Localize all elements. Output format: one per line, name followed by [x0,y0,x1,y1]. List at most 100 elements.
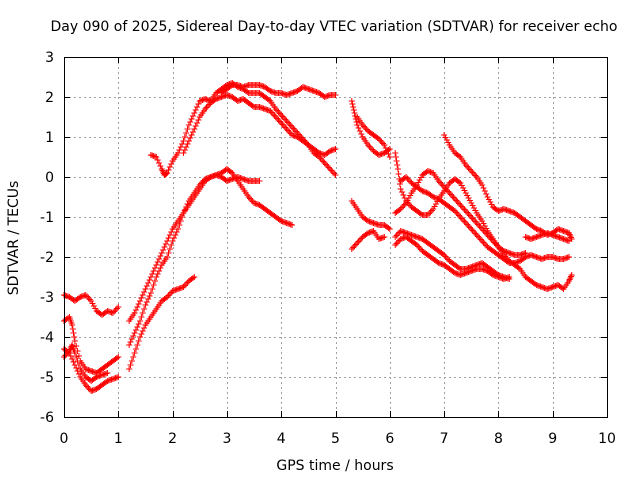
data-point [447,191,454,198]
data-point [465,165,472,171]
data-point [181,147,188,153]
data-point [332,146,339,152]
data-point [274,115,281,122]
data-point [381,234,388,240]
data-point [456,212,463,219]
data-point [352,241,359,248]
data-point [348,98,355,104]
data-point [321,160,328,166]
x-axis-label: GPS time / hours [276,458,393,474]
y-tick-label: 0 [45,170,54,186]
series-arc-a [61,292,122,318]
data-point [386,154,393,160]
data-point [69,326,76,332]
data-point [462,220,469,226]
data-point [386,226,393,232]
data-point [191,274,198,280]
data-point [187,135,194,141]
data-point [82,292,89,298]
series-arc-b [61,314,122,376]
data-point [113,355,120,361]
data-point [69,322,76,328]
data-point [188,116,195,122]
data-point [449,193,456,199]
data-point [86,296,93,303]
data-point [458,215,465,222]
data-point [392,154,399,160]
data-point [149,271,156,277]
y-tick-label: 1 [45,130,54,146]
data-point [475,233,482,240]
data-point [565,238,572,244]
series-arc-g [126,172,263,324]
data-point [332,92,339,98]
data-point [194,120,201,126]
data-point [453,197,460,204]
data-point [180,150,187,156]
data-point [461,218,468,225]
data-point [284,127,291,134]
data-point [392,234,399,240]
data-point [128,336,135,342]
data-point [366,143,373,150]
x-tick-label: 9 [548,431,557,447]
data-point [187,119,194,125]
data-point [135,321,142,327]
y-tick-label: 2 [45,90,54,106]
data-point [506,274,513,280]
data-point [166,232,173,238]
data-point [393,232,400,239]
data-point [325,164,332,171]
data-point [111,308,118,315]
data-point [137,298,144,304]
data-point [480,239,487,246]
data-point [249,103,256,109]
data-point [183,130,190,136]
chart-title: Day 090 of 2025, Sidereal Day-to-day VTE… [51,19,618,35]
data-point [126,342,133,348]
data-point [318,157,325,163]
data-point [470,217,477,223]
data-point [464,163,471,170]
data-point [464,221,471,228]
data-point [142,286,149,292]
data-point [175,150,182,156]
data-point [147,274,154,280]
data-point [139,310,146,316]
data-point [166,291,173,297]
data-point [248,197,255,203]
data-point [350,107,357,113]
data-point [289,124,296,130]
data-point [84,293,91,300]
data-point [173,229,180,235]
series-arc-e [126,274,198,372]
data-point [399,189,406,195]
data-point [157,163,164,169]
data-point [349,101,356,107]
data-point [73,365,80,371]
y-tick-label: -6 [40,410,54,426]
data-point [380,140,387,147]
data-point [69,356,76,362]
data-point [176,147,183,153]
y-tick-label: -3 [40,290,54,306]
data-point [481,241,488,247]
data-point [156,256,163,262]
y-tick-label: 3 [45,50,54,66]
data-point [322,161,329,168]
data-point [172,232,179,238]
data-point [160,247,167,253]
data-point [329,169,336,175]
data-point [191,110,198,116]
series-arc-l [354,114,393,160]
y-tick-label: -5 [40,370,54,386]
data-point [278,120,285,126]
data-point [450,194,457,201]
data-point [460,205,467,211]
series-arc-h [147,80,339,178]
data-point [286,129,293,135]
data-point [137,334,144,340]
data-point [67,353,74,359]
data-point [567,233,574,239]
data-point [381,142,388,148]
